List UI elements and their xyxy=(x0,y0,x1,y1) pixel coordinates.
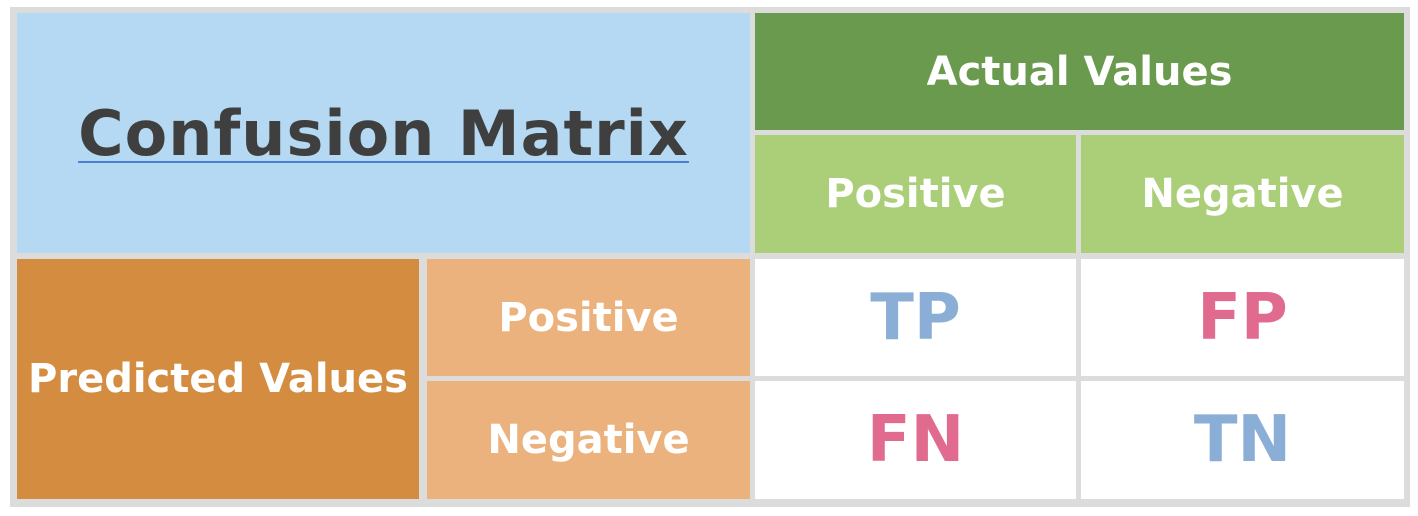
true-positive-cell: TP xyxy=(755,259,1076,376)
actual-positive-label: Positive xyxy=(755,135,1076,253)
diagram-title: Confusion Matrix xyxy=(78,96,689,170)
actual-negative-label: Negative xyxy=(1081,135,1404,253)
title-cell: Confusion Matrix xyxy=(17,13,750,253)
predicted-positive-label: Positive xyxy=(427,259,750,376)
false-negative-cell: FN xyxy=(755,381,1076,499)
false-positive-cell: FP xyxy=(1081,259,1404,376)
predicted-negative-label: Negative xyxy=(427,381,750,499)
true-negative-cell: TN xyxy=(1081,381,1404,499)
actual-values-header: Actual Values xyxy=(755,13,1404,130)
predicted-values-header: Predicted Values xyxy=(17,259,419,499)
